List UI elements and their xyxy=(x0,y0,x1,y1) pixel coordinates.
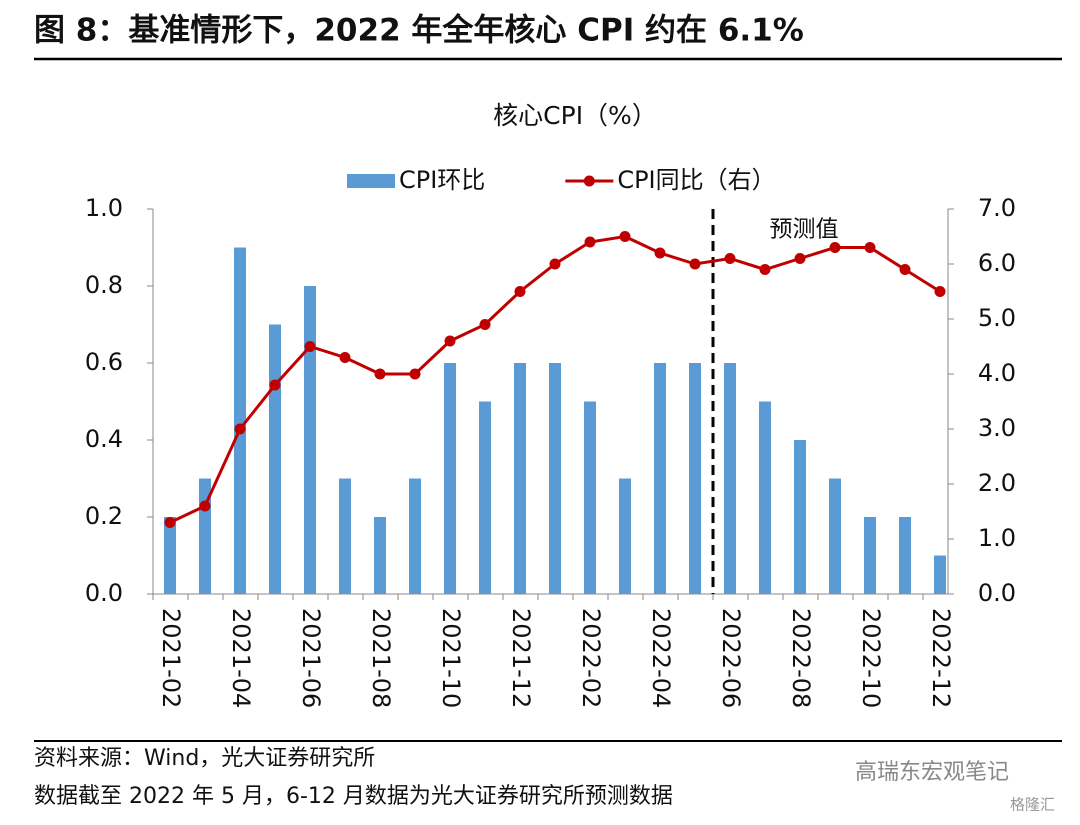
x-tick-label: 2022-12 xyxy=(927,608,955,708)
y-tick-label: 0.0 xyxy=(85,579,123,607)
bar xyxy=(234,247,246,594)
bar xyxy=(304,286,316,594)
bar xyxy=(759,401,771,594)
x-tick-label: 2021-12 xyxy=(507,608,535,708)
x-tick-label: 2022-10 xyxy=(857,608,885,708)
x-tick-label: 2021-02 xyxy=(157,608,185,708)
line-point xyxy=(829,242,841,253)
line-point xyxy=(794,253,806,264)
y2-tick-label: 3.0 xyxy=(978,414,1016,442)
y-tick-label: 1.0 xyxy=(85,194,123,222)
x-tick-label: 2022-08 xyxy=(787,608,815,708)
bar xyxy=(444,363,456,594)
line-point xyxy=(269,379,281,391)
legend-swatch xyxy=(583,175,595,187)
bar xyxy=(339,478,351,594)
bar xyxy=(689,363,701,594)
watermark-site: 格隆汇 xyxy=(1010,796,1055,814)
line-point xyxy=(934,286,946,297)
bar xyxy=(479,401,491,594)
chart-subtitle: 核心CPI（%） xyxy=(493,101,657,130)
line-point xyxy=(584,236,596,248)
legend-label: CPI同比（右） xyxy=(617,166,775,194)
bar xyxy=(654,363,666,594)
line-point xyxy=(304,341,316,352)
forecast-annotation: 预测值 xyxy=(770,217,839,243)
x-tick-label: 2021-06 xyxy=(297,608,325,708)
y2-tick-label: 6.0 xyxy=(978,249,1016,277)
line-point xyxy=(234,423,246,435)
x-tick-label: 2021-10 xyxy=(437,608,465,708)
bar xyxy=(794,440,806,594)
x-tick-label: 2022-04 xyxy=(647,608,675,708)
line-point xyxy=(654,247,666,259)
line-point xyxy=(724,253,736,264)
bar xyxy=(269,324,281,594)
legend-label: CPI环比 xyxy=(399,166,485,194)
bar xyxy=(549,363,561,594)
line-point xyxy=(444,335,456,347)
line-point xyxy=(549,258,561,270)
bar xyxy=(374,517,386,594)
y2-tick-label: 7.0 xyxy=(978,194,1016,222)
x-tick-label: 2021-08 xyxy=(367,608,395,708)
y2-tick-label: 2.0 xyxy=(978,469,1016,497)
bar xyxy=(514,363,526,594)
line-point xyxy=(514,286,526,297)
bar xyxy=(934,555,946,594)
bar xyxy=(864,517,876,594)
line-point xyxy=(479,319,491,330)
bar xyxy=(164,517,176,594)
y-tick-label: 0.8 xyxy=(85,271,123,299)
line-point xyxy=(899,264,911,275)
y2-tick-label: 0.0 xyxy=(978,579,1016,607)
data-note: 数据截至 2022 年 5 月，6-12 月数据为光大证券研究所预测数据 xyxy=(34,784,673,809)
bar xyxy=(584,401,596,594)
source-note: 资料来源：Wind，光大证券研究所 xyxy=(34,746,375,771)
x-tick-label: 2021-04 xyxy=(227,608,255,708)
line-point xyxy=(164,517,176,528)
figure-title: 图 8：基准情形下，2022 年全年核心 CPI 约在 6.1% xyxy=(34,13,804,49)
line-point xyxy=(339,352,351,363)
line-point xyxy=(374,368,386,380)
line-point xyxy=(619,231,631,242)
bar xyxy=(899,517,911,594)
y-tick-label: 0.4 xyxy=(85,425,123,453)
x-tick-label: 2022-02 xyxy=(577,608,605,708)
line-point xyxy=(864,242,876,253)
x-tick-label: 2022-06 xyxy=(717,608,745,708)
y2-tick-label: 5.0 xyxy=(978,304,1016,332)
y2-tick-label: 1.0 xyxy=(978,524,1016,552)
bar xyxy=(724,363,736,594)
y-tick-label: 0.2 xyxy=(85,502,123,530)
watermark-account: 高瑞东宏观笔记 xyxy=(855,760,1009,785)
y2-tick-label: 4.0 xyxy=(978,359,1016,387)
bar xyxy=(619,478,631,594)
legend-swatch xyxy=(347,174,395,188)
line-point xyxy=(409,368,421,380)
bar xyxy=(829,478,841,594)
line-point xyxy=(689,258,701,270)
bar xyxy=(409,478,421,594)
line-point xyxy=(199,500,211,512)
y-tick-label: 0.6 xyxy=(85,348,123,376)
line-point xyxy=(759,264,771,275)
